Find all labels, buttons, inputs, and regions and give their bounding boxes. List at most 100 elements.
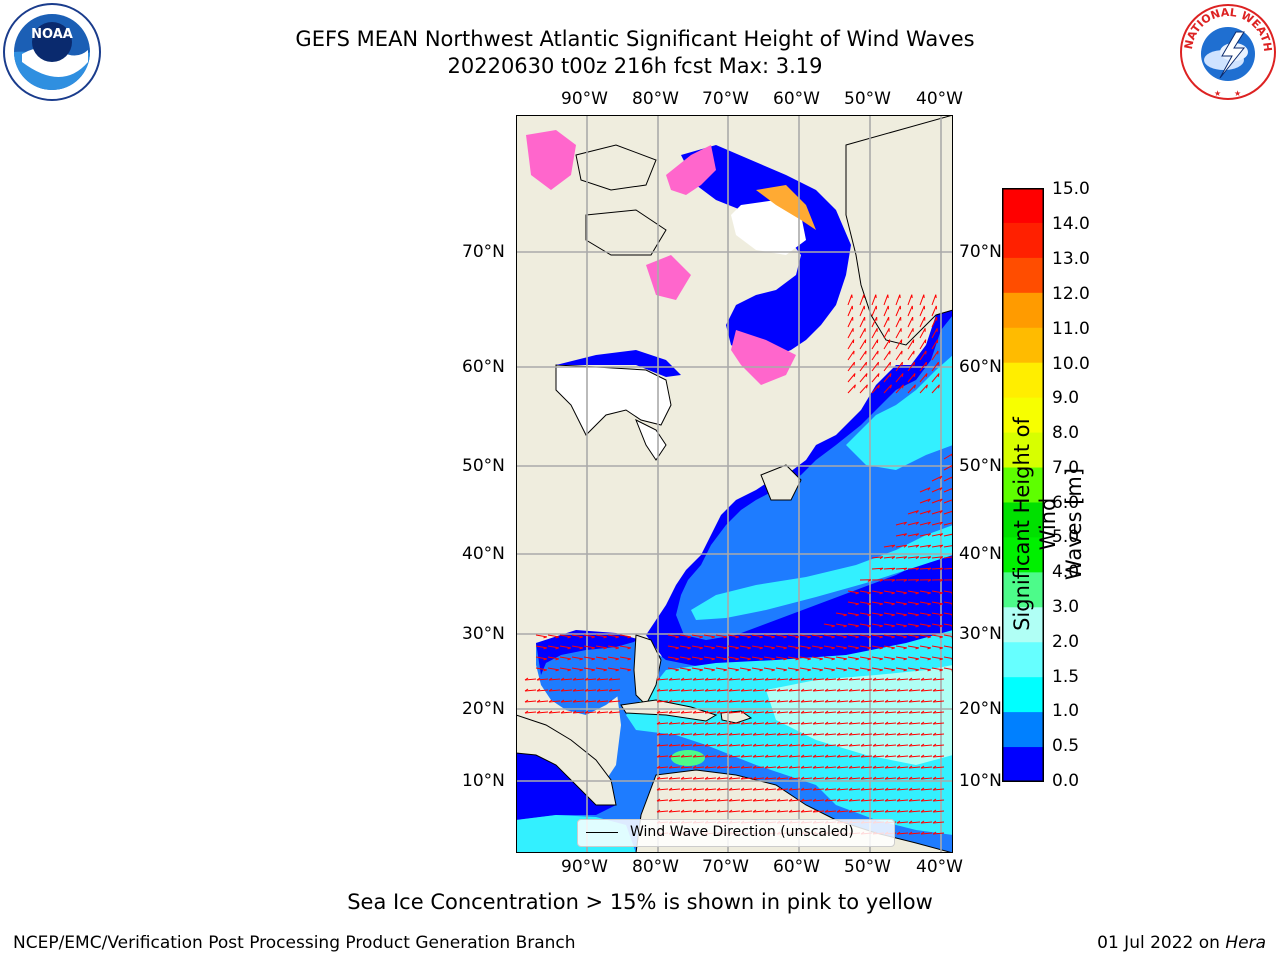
wave-arrow-shaft xyxy=(896,799,909,802)
sea-ice-pink xyxy=(731,330,796,385)
colorbar-tick-label: 15.0 xyxy=(1052,179,1090,199)
wave-arrow-shaft xyxy=(560,711,573,714)
wave-arrow-head xyxy=(836,743,841,747)
wave-arrow-head xyxy=(824,710,829,714)
wave-arrow-shaft xyxy=(859,656,871,660)
wave-arrow-shaft xyxy=(656,788,669,791)
wave-arrow-shaft xyxy=(871,612,883,616)
wave-arrow-head xyxy=(572,677,577,681)
sea-ice-note: Sea Ice Concentration > 15% is shown in … xyxy=(347,890,933,914)
wave-arrow-head xyxy=(735,669,739,672)
wave-arrow-shaft xyxy=(919,544,931,548)
wave-arrow-shaft xyxy=(919,634,931,638)
wave-arrow-head xyxy=(884,743,889,747)
wave-arrow-shaft xyxy=(788,711,801,714)
wave-arrow-shaft xyxy=(800,799,813,802)
wave-arrow-shaft xyxy=(668,733,681,736)
wave-arrow-shaft xyxy=(931,601,943,605)
lat-tick-label: 50°N xyxy=(959,456,1002,476)
wave-arrow-shaft xyxy=(919,294,925,306)
wave-arrow-head xyxy=(711,669,715,672)
wave-arrow-shaft xyxy=(680,766,693,769)
wave-arrow-head xyxy=(836,754,841,758)
wave-arrow-shaft xyxy=(680,678,693,681)
wave-arrow-shaft xyxy=(919,521,931,526)
wave-arrow-head xyxy=(764,798,769,802)
wave-arrow-shaft xyxy=(535,667,547,671)
wave-arrow-head xyxy=(925,362,927,366)
wave-arrow-head xyxy=(872,721,877,725)
wave-arrow-shaft xyxy=(799,634,811,638)
wave-arrow-shaft xyxy=(895,384,904,394)
wave-arrow-shaft xyxy=(883,373,892,383)
wave-arrow-head xyxy=(848,721,853,725)
wave-arrow-shaft xyxy=(764,744,777,747)
wave-arrow-head xyxy=(927,567,932,571)
wave-arrow-head xyxy=(915,625,919,628)
wave-arrow-shaft xyxy=(883,294,889,306)
wave-arrow-head xyxy=(860,809,865,813)
wave-arrow-shaft xyxy=(895,623,907,627)
wave-arrow-shaft xyxy=(751,645,763,649)
wave-arrow-head xyxy=(740,809,745,813)
wave-arrow-head xyxy=(776,710,781,714)
colorbar-tick-label: 10.0 xyxy=(1052,354,1090,374)
wave-arrow-shaft xyxy=(703,634,715,638)
colorbar-segment xyxy=(1002,677,1044,713)
wave-arrow-head xyxy=(680,776,685,780)
wave-arrow-shaft xyxy=(920,821,933,824)
wave-arrow-shaft xyxy=(668,755,681,758)
colorbar-segment xyxy=(1002,607,1044,643)
wave-arrow-shaft xyxy=(536,700,549,703)
wave-arrow-head xyxy=(728,754,733,758)
wave-arrow-head xyxy=(824,743,829,747)
wave-arrow-shaft xyxy=(920,711,933,714)
wave-arrow-head xyxy=(764,677,769,681)
wave-arrow-shaft xyxy=(775,656,787,660)
wave-arrow-head xyxy=(879,669,883,672)
wave-arrow-head xyxy=(788,677,793,681)
wave-arrow-shaft xyxy=(931,590,943,594)
lon-tick-label: 90°W xyxy=(561,857,608,877)
wave-arrow-head xyxy=(740,765,745,769)
wave-arrow-head xyxy=(728,798,733,802)
wave-arrow-shaft xyxy=(811,656,823,660)
wave-arrow-shaft xyxy=(859,316,866,328)
wave-arrow-shaft xyxy=(847,305,853,317)
wave-arrow-shaft xyxy=(571,667,583,671)
wave-arrow-shaft xyxy=(896,821,909,824)
wave-arrow-shaft xyxy=(800,755,813,758)
wave-arrow-shaft xyxy=(895,656,907,660)
wave-arrow-head xyxy=(903,636,907,639)
wave-arrow-head xyxy=(891,614,895,617)
wave-arrow-shaft xyxy=(859,590,871,594)
wave-arrow-shaft xyxy=(572,711,585,714)
wave-arrow-shaft xyxy=(692,788,705,791)
wave-arrow-head xyxy=(776,809,781,813)
wave-arrow-head xyxy=(591,669,595,672)
wave-arrow-head xyxy=(764,721,769,725)
wave-arrow-shaft xyxy=(860,700,873,703)
wave-arrow-shaft xyxy=(548,678,561,681)
wave-arrow-shaft xyxy=(740,689,753,692)
wave-arrow-head xyxy=(915,614,919,617)
wave-arrow-head xyxy=(884,699,889,703)
wave-arrow-shaft xyxy=(656,711,669,714)
sea-ice xyxy=(681,145,851,360)
wave-arrow-shaft xyxy=(656,733,669,736)
wave-arrow-head xyxy=(771,669,775,672)
wave-arrow-head xyxy=(879,603,883,606)
lon-tick-label: 50°W xyxy=(844,89,891,109)
wave-arrow-head xyxy=(627,658,631,661)
wave-arrow-shaft xyxy=(800,711,813,714)
wave-arrow-head xyxy=(608,677,613,681)
wave-arrow-head xyxy=(543,658,547,661)
wave-arrow-shaft xyxy=(788,733,801,736)
wave-arrow-shaft xyxy=(788,678,801,681)
wave-arrow-shaft xyxy=(883,544,895,548)
wave-arrow-head xyxy=(848,699,853,703)
wave-arrow-head xyxy=(687,669,691,672)
wave-arrow-head xyxy=(776,743,781,747)
wave-arrow-shaft xyxy=(908,821,921,824)
colorbar-tick-label: 5.0 xyxy=(1052,527,1080,547)
